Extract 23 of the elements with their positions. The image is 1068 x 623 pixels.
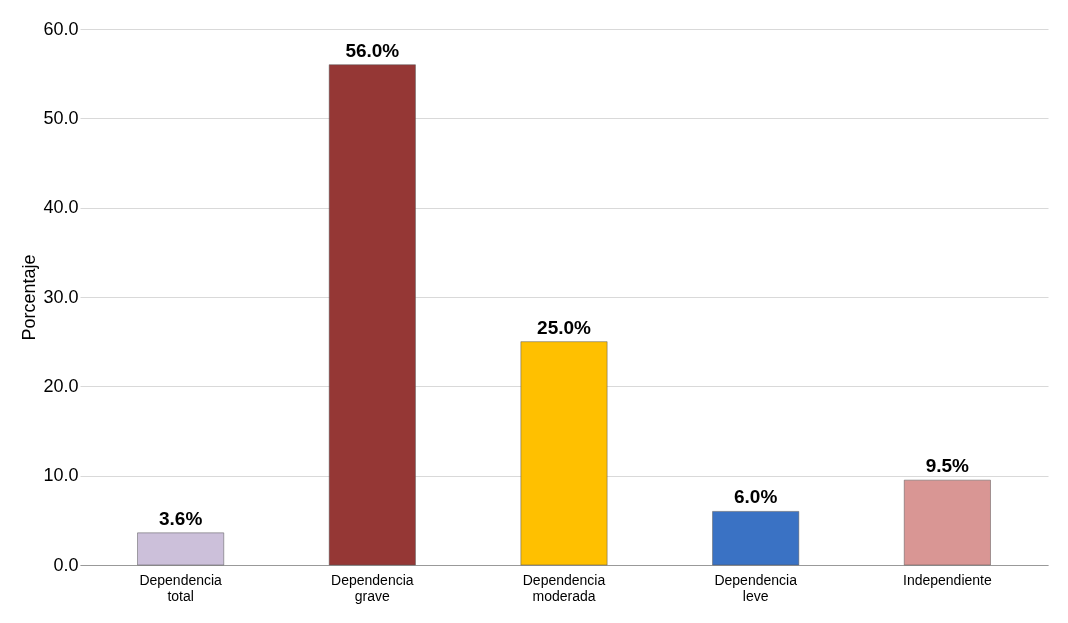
x-tick-label: Independiente	[902, 571, 992, 588]
y-tick-label: 20.0	[43, 375, 79, 396]
data-label: 6.0%	[734, 486, 778, 508]
y-tick-label: 30.0	[43, 286, 79, 307]
bar	[328, 64, 416, 566]
x-tick-label: Dependencia total	[139, 571, 223, 604]
data-label: 3.6%	[158, 507, 203, 529]
data-label: 9.5%	[925, 455, 970, 477]
y-axis-title: Porcentaje	[19, 254, 40, 341]
bar	[137, 532, 225, 566]
bar	[712, 511, 800, 566]
data-label: 56.0%	[345, 39, 400, 61]
y-tick-label: 0.0	[53, 554, 79, 575]
y-tick-label: 40.0	[43, 197, 79, 218]
bar	[903, 479, 991, 566]
x-tick-label: Dependencia moderada	[522, 571, 606, 604]
bar	[520, 341, 608, 566]
data-label: 25.0%	[537, 316, 592, 338]
x-tick-label: Dependencia leve	[714, 571, 798, 604]
y-tick-label: 10.0	[43, 465, 79, 486]
y-tick-label: 60.0	[43, 18, 79, 39]
x-tick-label: Dependencia grave	[331, 571, 414, 604]
y-tick-label: 50.0	[43, 107, 79, 128]
